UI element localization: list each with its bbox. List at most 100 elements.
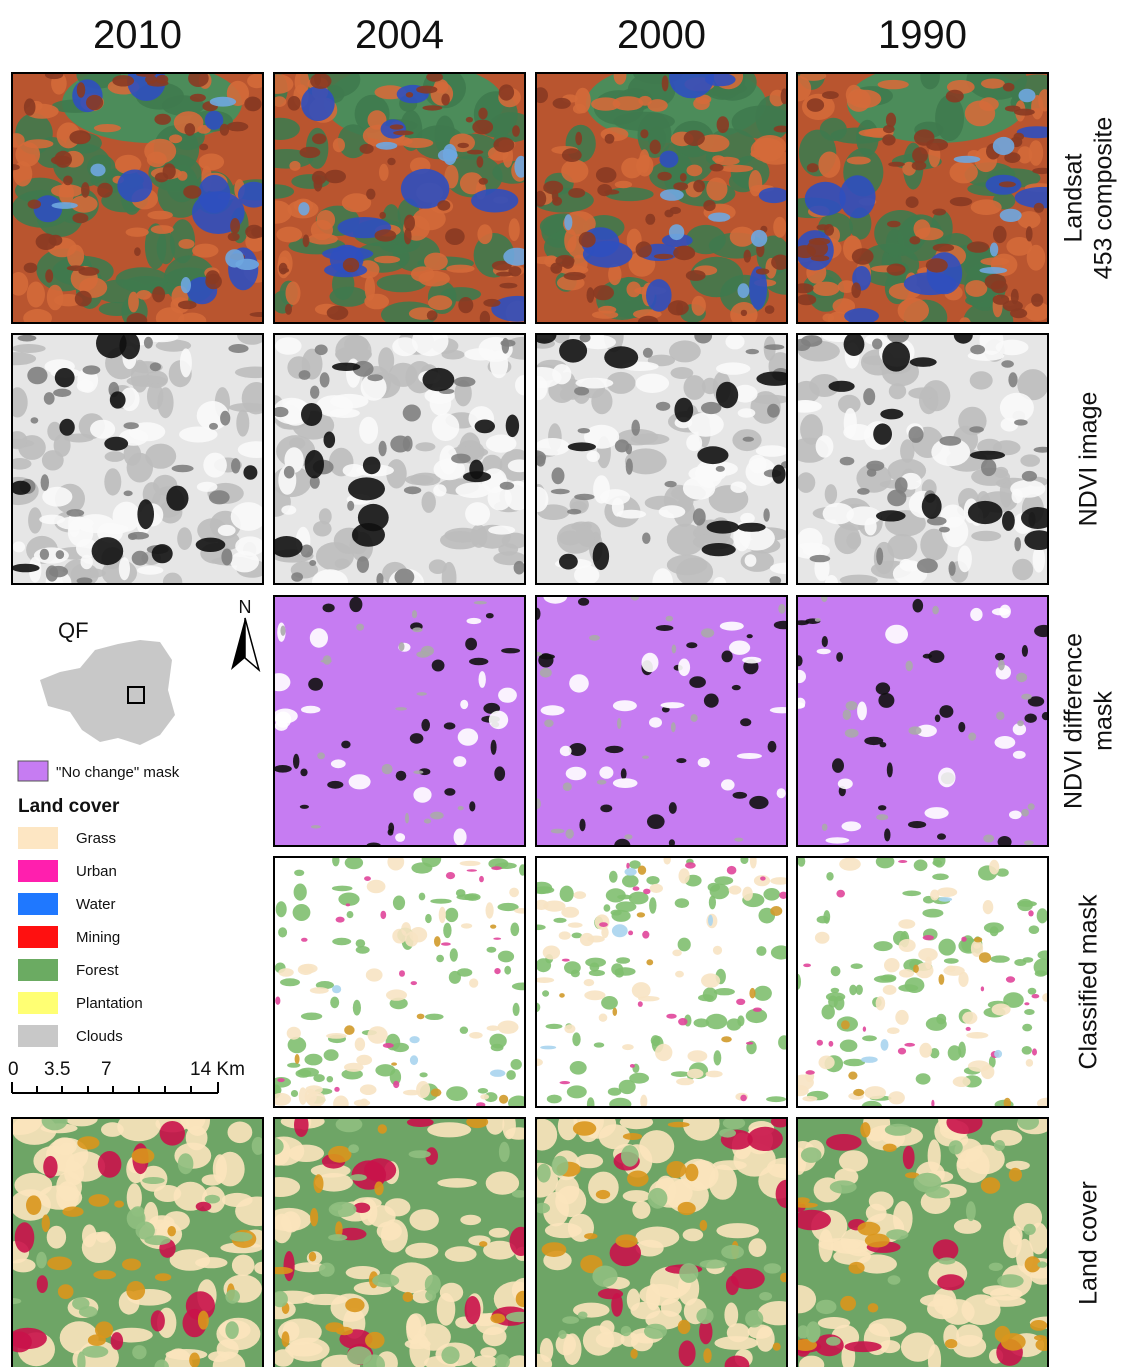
terrain-patch (1034, 1335, 1047, 1341)
row-label: 453 composite (1090, 117, 1118, 280)
terrain-patch (596, 167, 617, 183)
terrain-patch (280, 268, 289, 273)
terrain-patch (199, 144, 208, 151)
terrain-patch (687, 165, 703, 177)
terrain-patch (7, 387, 27, 417)
terrain-patch (300, 769, 307, 777)
terrain-patch (579, 819, 585, 831)
terrain-patch (163, 163, 176, 179)
terrain-patch (365, 1332, 385, 1349)
terrain-patch (34, 195, 63, 222)
terrain-patch (300, 805, 309, 809)
terrain-patch (744, 250, 752, 263)
terrain-patch (926, 258, 948, 272)
terrain-patch (24, 139, 54, 148)
terrain-patch (528, 487, 549, 512)
terrain-patch (509, 218, 520, 241)
terrain-patch (96, 328, 127, 358)
terrain-patch (678, 1018, 687, 1025)
terrain-patch (605, 746, 623, 753)
terrain-patch (599, 1014, 608, 1022)
terrain-patch (887, 221, 901, 228)
terrain-patch (688, 1050, 708, 1062)
terrain-patch (616, 1234, 638, 1247)
terrain-patch (869, 1192, 894, 1211)
terrain-patch (489, 1034, 506, 1049)
terrain-patch (598, 306, 616, 314)
terrain-patch (79, 1306, 98, 1317)
terrain-patch (345, 856, 363, 869)
terrain-patch (550, 263, 562, 274)
terrain-patch (77, 1136, 99, 1149)
terrain-patch (559, 554, 578, 570)
terrain-patch (938, 897, 952, 902)
terrain-patch (847, 157, 871, 165)
terrain-patch (876, 548, 883, 566)
terrain-patch (970, 608, 982, 621)
terrain-patch (771, 945, 791, 959)
map-panel (519, 319, 804, 598)
terrain-patch (971, 531, 1001, 542)
terrain-patch (958, 722, 965, 732)
terrain-patch (128, 533, 137, 540)
terrain-patch (686, 270, 706, 281)
terrain-patch (192, 244, 218, 258)
terrain-patch (578, 1312, 588, 1319)
terrain-patch (722, 651, 733, 663)
terrain-patch (703, 200, 715, 211)
terrain-patch (708, 883, 720, 892)
legend-swatch (18, 893, 58, 915)
terrain-patch (667, 555, 708, 576)
terrain-patch (701, 402, 721, 414)
terrain-patch (378, 1124, 387, 1133)
terrain-patch (104, 437, 128, 451)
map-panel (784, 325, 1054, 591)
terrain-patch (132, 551, 149, 566)
terrain-patch (902, 891, 921, 897)
terrain-patch (592, 1266, 617, 1287)
terrain-patch (615, 181, 632, 189)
terrain-patch (599, 766, 613, 778)
terrain-patch (488, 526, 515, 535)
terrain-patch (553, 98, 571, 109)
terrain-patch (970, 345, 985, 355)
terrain-patch (142, 1177, 165, 1184)
terrain-patch (336, 1327, 353, 1335)
terrain-patch (801, 335, 822, 347)
terrain-patch (880, 409, 903, 420)
terrain-patch (910, 357, 937, 367)
terrain-patch (185, 1104, 210, 1136)
terrain-patch (356, 939, 366, 947)
terrain-patch (1034, 203, 1044, 213)
legend-label: "No change" mask (56, 764, 180, 781)
terrain-patch (649, 897, 656, 914)
terrain-patch (379, 212, 386, 219)
terrain-patch (310, 987, 329, 994)
terrain-patch (478, 1088, 488, 1094)
terrain-patch (63, 176, 73, 186)
terrain-patch (669, 224, 684, 240)
terrain-patch (644, 1324, 667, 1339)
terrain-patch (901, 1333, 935, 1362)
terrain-patch (332, 985, 341, 993)
terrain-patch (1017, 901, 1037, 907)
terrain-patch (310, 1208, 318, 1226)
terrain-patch (874, 941, 893, 951)
terrain-patch (840, 1040, 858, 1052)
terrain-patch (7, 431, 27, 449)
terrain-patch (594, 1042, 605, 1047)
terrain-patch (81, 182, 90, 198)
terrain-patch (840, 1296, 856, 1311)
terrain-patch (276, 227, 302, 243)
terrain-patch (280, 978, 300, 986)
terrain-patch (882, 134, 895, 145)
terrain-patch (823, 910, 830, 924)
terrain-patch (291, 572, 303, 581)
terrain-patch (740, 718, 751, 726)
terrain-patch (210, 97, 236, 107)
scale-label: 0 (8, 1059, 19, 1080)
terrain-patch (559, 339, 587, 363)
terrain-patch (845, 1341, 882, 1352)
terrain-patch (1000, 393, 1034, 423)
terrain-patch (686, 642, 697, 648)
